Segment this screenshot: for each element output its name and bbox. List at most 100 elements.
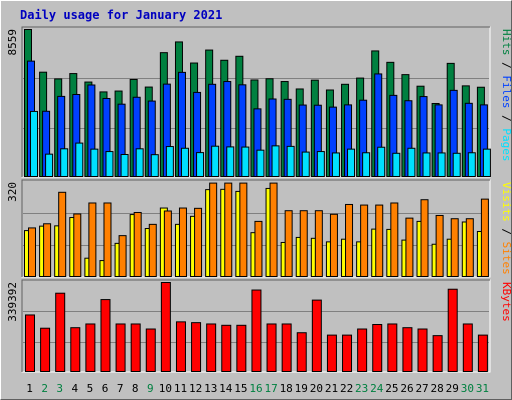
day-label: 31 — [476, 382, 489, 395]
day-label: 1 — [26, 382, 33, 395]
kbytes-bar — [342, 334, 353, 373]
pages-bar — [120, 154, 129, 177]
legend-item-kbytes: KBytes — [500, 282, 512, 322]
pages-bar — [241, 146, 250, 178]
sites-bar — [405, 217, 414, 277]
sites-bar — [133, 211, 142, 277]
kbytes-bar — [447, 288, 458, 373]
day-label: 17 — [264, 382, 277, 395]
hits-ymax-label: 8559 — [6, 29, 19, 56]
sites-bar — [465, 218, 474, 277]
day-label: 14 — [219, 382, 233, 395]
day-label: 28 — [431, 382, 444, 395]
pages-bar — [422, 152, 431, 177]
day-label: 5 — [87, 382, 94, 395]
legend-separator: / — [500, 109, 512, 129]
kbytes-bar — [206, 323, 217, 372]
day-label: 10 — [159, 382, 172, 395]
sites-bar — [58, 191, 67, 277]
legend-item-sites: Sites — [500, 242, 512, 275]
day-label: 30 — [461, 382, 474, 395]
pages-bar — [256, 149, 265, 177]
day-label: 2 — [41, 382, 48, 395]
sites-bar — [314, 210, 323, 277]
kbytes-bar — [326, 334, 337, 373]
sites-bar — [28, 227, 36, 277]
day-label: 12 — [189, 382, 202, 395]
sites-bar — [148, 223, 157, 277]
pages-bar — [30, 110, 38, 177]
day-label: 23 — [355, 382, 368, 395]
day-label: 26 — [400, 382, 413, 395]
panel-1-frame-shadow — [21, 26, 490, 177]
pages-bar — [467, 152, 476, 177]
pages-bar — [165, 146, 174, 178]
pages-bar — [75, 142, 84, 177]
legend-separator: / — [500, 56, 512, 76]
legend-item-hits: Hits — [500, 29, 512, 56]
pages-bar — [90, 148, 99, 177]
kbytes-bar — [115, 323, 126, 372]
sites-bar — [43, 223, 52, 277]
kbytes-bar — [357, 328, 368, 372]
kbytes-bar — [160, 282, 171, 372]
kbytes-bar — [311, 299, 322, 372]
pages-bar — [286, 145, 295, 177]
kbytes-bar — [25, 314, 35, 373]
legend-separator: / — [500, 222, 512, 242]
pages-bar — [482, 148, 491, 177]
pages-bar — [301, 151, 310, 178]
pages-bar — [60, 148, 69, 178]
pages-bar — [105, 151, 114, 178]
day-label: 22 — [340, 382, 353, 395]
kbytes-bar — [296, 332, 307, 373]
pages-bar — [226, 146, 235, 177]
kbytes-bar — [387, 323, 398, 372]
day-label: 9 — [147, 382, 154, 395]
panel-2-legend-text: Visits / Sites — [500, 182, 512, 275]
day-label: 8 — [132, 382, 139, 395]
kbytes-bar — [281, 323, 292, 372]
sites-bar — [224, 182, 233, 277]
pages-bar — [452, 152, 461, 177]
panel-2-frame-shadow — [21, 179, 490, 277]
kbytes-bar — [417, 328, 428, 372]
sites-bar — [103, 202, 112, 277]
sites-bar — [345, 203, 354, 277]
pages-bar — [362, 152, 371, 177]
pages-bar — [150, 154, 159, 177]
sites-bar — [299, 210, 308, 277]
day-label: 11 — [174, 382, 187, 395]
kbytes-bar — [130, 323, 141, 372]
sites-bar — [178, 207, 187, 277]
sites-bar — [163, 210, 172, 277]
legend-item-pages: Pages — [500, 128, 512, 161]
pages-bar — [437, 152, 446, 177]
kbytes-bar — [55, 292, 66, 372]
sites-bar — [480, 198, 489, 277]
kbytes-bar — [402, 327, 413, 373]
pages-bar — [407, 147, 416, 178]
sites-ymax-label: 320 — [6, 182, 19, 202]
day-label: 13 — [204, 382, 217, 395]
kbytes-bar — [85, 323, 96, 372]
day-label: 20 — [310, 382, 323, 395]
kbytes-bar — [266, 323, 277, 372]
day-label: 6 — [102, 382, 109, 395]
pages-bar — [180, 147, 189, 178]
sites-bar — [420, 199, 429, 277]
kbytes-bar — [191, 322, 202, 373]
pages-bar — [377, 146, 386, 177]
kbytes-bar — [100, 299, 111, 372]
sites-bar — [360, 204, 369, 277]
day-label: 18 — [280, 382, 293, 395]
kbytes-ymax-label: 339392 — [6, 282, 19, 322]
panel-3-legend: KBytes — [500, 282, 512, 322]
pages-bar — [271, 145, 280, 177]
day-label: 29 — [446, 382, 459, 395]
pages-bar — [347, 148, 356, 177]
kbytes-bar — [477, 334, 488, 373]
sites-bar — [209, 182, 218, 277]
kbytes-bar — [432, 335, 443, 372]
